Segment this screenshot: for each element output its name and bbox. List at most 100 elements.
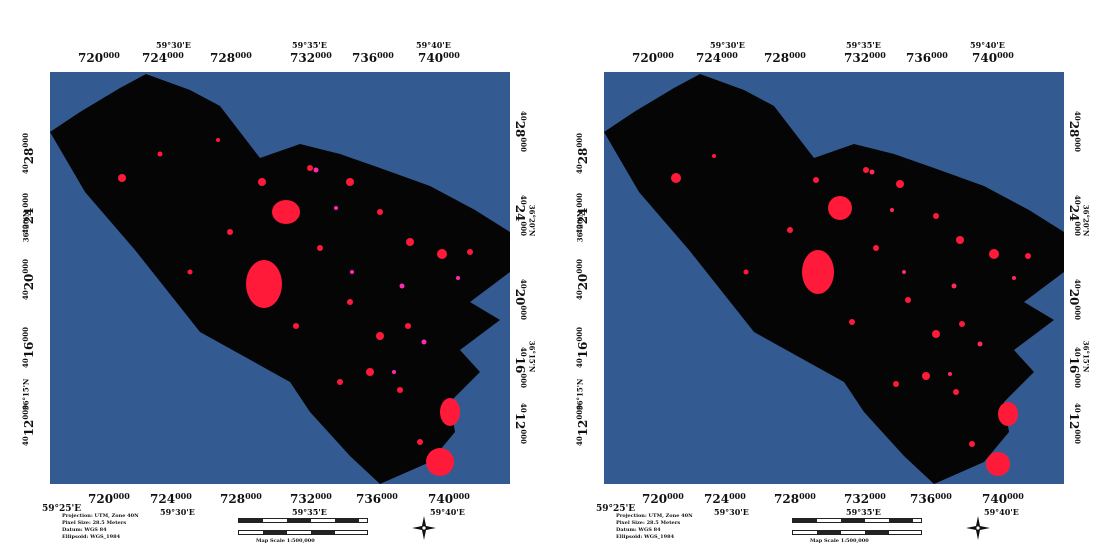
- geo-bottom-label: 59°30'E: [714, 507, 749, 517]
- tick-major: 728: [210, 51, 236, 65]
- top-tick-label: 740000: [418, 50, 460, 65]
- map-frame-right: [604, 72, 1064, 484]
- corner-geo-label: 59°25'E: [42, 504, 82, 514]
- tick-prefix: 40: [575, 164, 585, 175]
- tick-prefix: 40: [575, 436, 585, 447]
- tick-suffix: 000: [113, 491, 130, 501]
- tick-suffix: 000: [21, 132, 31, 148]
- projection-text: Projection: UTM, Zone 40N: [62, 513, 139, 519]
- top-tick-label: 732000: [844, 50, 886, 65]
- pixel-size-text: Pixel Size: 28.5 Meters: [616, 520, 681, 526]
- geo-right-label: 36°20'N: [1081, 204, 1091, 237]
- tick-suffix: 000: [1073, 373, 1083, 389]
- tick-prefix: 40: [1073, 110, 1083, 121]
- tick-suffix: 000: [245, 491, 262, 501]
- geo-bottom-label: 59°40'E: [430, 507, 465, 517]
- left-tick-label: 4016000: [575, 327, 590, 368]
- geo-top-label: 59°35'E: [846, 40, 881, 50]
- scale-bar-row: [238, 518, 368, 523]
- map-panel-right: 720000 724000 728000 732000 736000 74000…: [554, 0, 1108, 552]
- right-tick-label: 4024000: [1067, 195, 1082, 236]
- tick-suffix: 000: [235, 50, 252, 60]
- tick-suffix: 000: [935, 491, 952, 501]
- tick-prefix: 40: [1073, 402, 1083, 413]
- tick-prefix: 40: [519, 402, 529, 413]
- tick-suffix: 000: [667, 491, 684, 501]
- tick-suffix: 000: [167, 50, 184, 60]
- tick-major: 12: [22, 419, 37, 437]
- tick-suffix: 000: [1073, 137, 1083, 153]
- tick-major: 24: [513, 204, 528, 222]
- tick-major: 724: [696, 51, 722, 65]
- tick-major: 16: [22, 341, 37, 359]
- geo-top-label: 59°40'E: [970, 40, 1005, 50]
- top-tick-label: 736000: [352, 50, 394, 65]
- tick-major: 728: [220, 492, 246, 506]
- compass-rose-icon: [412, 516, 436, 540]
- highlight-patches: [118, 138, 473, 476]
- geo-bottom-label: 59°40'E: [984, 507, 1019, 517]
- tick-suffix: 000: [1073, 429, 1083, 445]
- tick-suffix: 000: [519, 429, 529, 445]
- tick-major: 728: [764, 51, 790, 65]
- geo-top-label: 59°30'E: [710, 40, 745, 50]
- tick-suffix: 000: [519, 373, 529, 389]
- tick-major: 740: [428, 492, 454, 506]
- tick-major: 720: [88, 492, 114, 506]
- compass-rose-icon: [966, 516, 990, 540]
- bottom-tick-label: 724000: [704, 491, 746, 506]
- highlight-patches-alt: [869, 169, 1016, 376]
- geo-left-label: 36°20'N: [21, 210, 31, 243]
- bottom-tick-label: 736000: [356, 491, 398, 506]
- bottom-tick-label: 728000: [220, 491, 262, 506]
- tick-major: 736: [910, 492, 936, 506]
- tick-major: 728: [774, 492, 800, 506]
- right-tick-label: 4016000: [513, 347, 528, 388]
- geo-top-label: 59°30'E: [156, 40, 191, 50]
- top-tick-label: 732000: [290, 50, 332, 65]
- top-tick-label: 728000: [764, 50, 806, 65]
- tick-major: 732: [290, 492, 316, 506]
- geo-right-label: 36°15'N: [527, 340, 537, 373]
- bottom-tick-label: 736000: [910, 491, 952, 506]
- tick-suffix: 000: [103, 50, 120, 60]
- tick-major: 736: [352, 51, 378, 65]
- tick-prefix: 40: [21, 436, 31, 447]
- tick-prefix: 40: [1073, 194, 1083, 205]
- tick-major: 16: [576, 341, 591, 359]
- tick-major: 720: [78, 51, 104, 65]
- map-canvas-right: [604, 74, 1064, 484]
- tick-major: 736: [906, 51, 932, 65]
- right-tick-label: 4028000: [1067, 111, 1082, 152]
- geo-right-label: 36°20'N: [527, 204, 537, 237]
- tick-major: 16: [1067, 356, 1082, 374]
- tick-major: 28: [576, 147, 591, 165]
- tick-suffix: 000: [575, 132, 585, 148]
- tick-major: 720: [632, 51, 658, 65]
- tick-suffix: 000: [575, 258, 585, 274]
- scale-bar-row: [238, 530, 368, 535]
- bottom-tick-label: 740000: [428, 491, 470, 506]
- tick-prefix: 40: [21, 358, 31, 369]
- bottom-tick-label: 740000: [982, 491, 1024, 506]
- ellipsoid-text: Ellipsoid: WGS_1984: [616, 534, 675, 540]
- scale-bar: Map Scale 1:500,000: [780, 510, 930, 546]
- bottom-tick-label: 728000: [774, 491, 816, 506]
- ellipsoid-text: Ellipsoid: WGS_1984: [62, 534, 121, 540]
- geo-left-label: 36°15'N: [21, 378, 31, 411]
- tick-major: 740: [982, 492, 1008, 506]
- highlight-patches-alt: [313, 167, 460, 374]
- tick-prefix: 40: [1073, 278, 1083, 289]
- tick-major: 720: [642, 492, 668, 506]
- tick-suffix: 000: [789, 50, 806, 60]
- tick-major: 732: [844, 51, 870, 65]
- scale-bar-row: [792, 530, 922, 535]
- right-tick-label: 4012000: [1067, 403, 1082, 444]
- top-tick-label: 728000: [210, 50, 252, 65]
- geo-left-label: 36°15'N: [575, 378, 585, 411]
- top-tick-label: 736000: [906, 50, 948, 65]
- right-tick-label: 4012000: [513, 403, 528, 444]
- top-tick-label: 724000: [142, 50, 184, 65]
- tick-suffix: 000: [21, 192, 31, 208]
- tick-suffix: 000: [381, 491, 398, 501]
